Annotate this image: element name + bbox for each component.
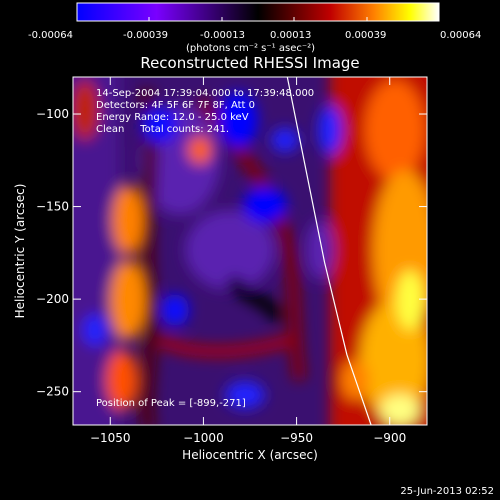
annotation-detectors: Detectors: 4F 5F 6F 7F 8F, Att 0 — [96, 100, 255, 111]
colorbar-units: (photons cm⁻² s⁻¹ asec⁻²) — [186, 43, 315, 54]
colorbar-ticks — [76, 17, 440, 21]
colorbar-tick-label-0: -0.00064 — [28, 30, 73, 41]
y-tick-label-3: −250 — [36, 385, 69, 399]
colorbar-tick-label-4: 0.00039 — [345, 30, 386, 41]
x-tick-label-2: −950 — [280, 431, 313, 445]
y-axis-ticks: −100 −150 −200 −250 — [36, 107, 427, 399]
annotation-time-range: 14-Sep-2004 17:39:04.000 to 17:39:48.000 — [96, 88, 314, 99]
plot-frame — [72, 76, 428, 426]
x-tick-label-0: −1050 — [90, 431, 131, 445]
y-tick-label-0: −100 — [36, 107, 69, 121]
x-tick-label-3: −900 — [373, 431, 406, 445]
annotation-clean-counts: Clean Total counts: 241. — [96, 124, 229, 135]
footer-date: 25-Jun-2013 02:52 — [400, 486, 494, 497]
y-tick-label-1: −150 — [36, 200, 69, 214]
heatmap-image — [73, 77, 427, 425]
x-axis-ticks: −1050 −1000 −950 −900 — [90, 77, 406, 445]
colorbar — [76, 2, 440, 22]
x-axis-label: Heliocentric X (arcsec) — [182, 448, 318, 462]
x-tick-label-1: −1000 — [183, 431, 224, 445]
y-axis-label: Heliocentric Y (arcsec) — [13, 184, 27, 319]
colorbar-tick-label-1: -0.00039 — [123, 30, 168, 41]
colorbar-tick-label-5: 0.00064 — [440, 30, 481, 41]
colorbar-tick-label-3: 0.00013 — [270, 30, 311, 41]
annotation-energy-range: Energy Range: 12.0 - 25.0 keV — [96, 112, 249, 123]
y-tick-label-2: −200 — [36, 292, 69, 306]
annotation-peak-position: Position of Peak = [-899,-271] — [96, 398, 246, 409]
chart-title: Reconstructed RHESSI Image — [140, 54, 359, 72]
solar-limb-line — [286, 76, 372, 426]
colorbar-tick-label-2: -0.00013 — [200, 30, 245, 41]
